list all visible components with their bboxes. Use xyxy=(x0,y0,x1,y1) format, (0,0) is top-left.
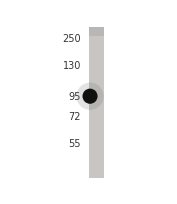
Text: 130: 130 xyxy=(63,60,81,70)
Bar xyxy=(89,28,104,37)
Text: 250: 250 xyxy=(62,34,81,44)
Text: 72: 72 xyxy=(69,111,81,121)
Bar xyxy=(89,28,104,178)
Ellipse shape xyxy=(82,89,98,104)
Ellipse shape xyxy=(76,83,104,110)
Text: 55: 55 xyxy=(69,138,81,148)
Text: 95: 95 xyxy=(69,92,81,102)
